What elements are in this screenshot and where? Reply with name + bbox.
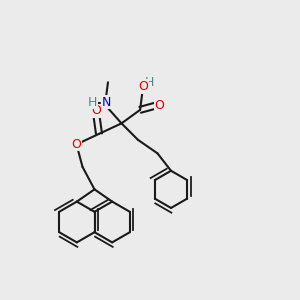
Text: O: O (91, 104, 101, 117)
Text: O: O (72, 138, 81, 151)
Text: O: O (138, 80, 148, 93)
Text: N: N (102, 96, 111, 109)
Text: H: H (88, 96, 97, 109)
Text: O: O (155, 99, 164, 112)
Text: H: H (145, 76, 154, 89)
